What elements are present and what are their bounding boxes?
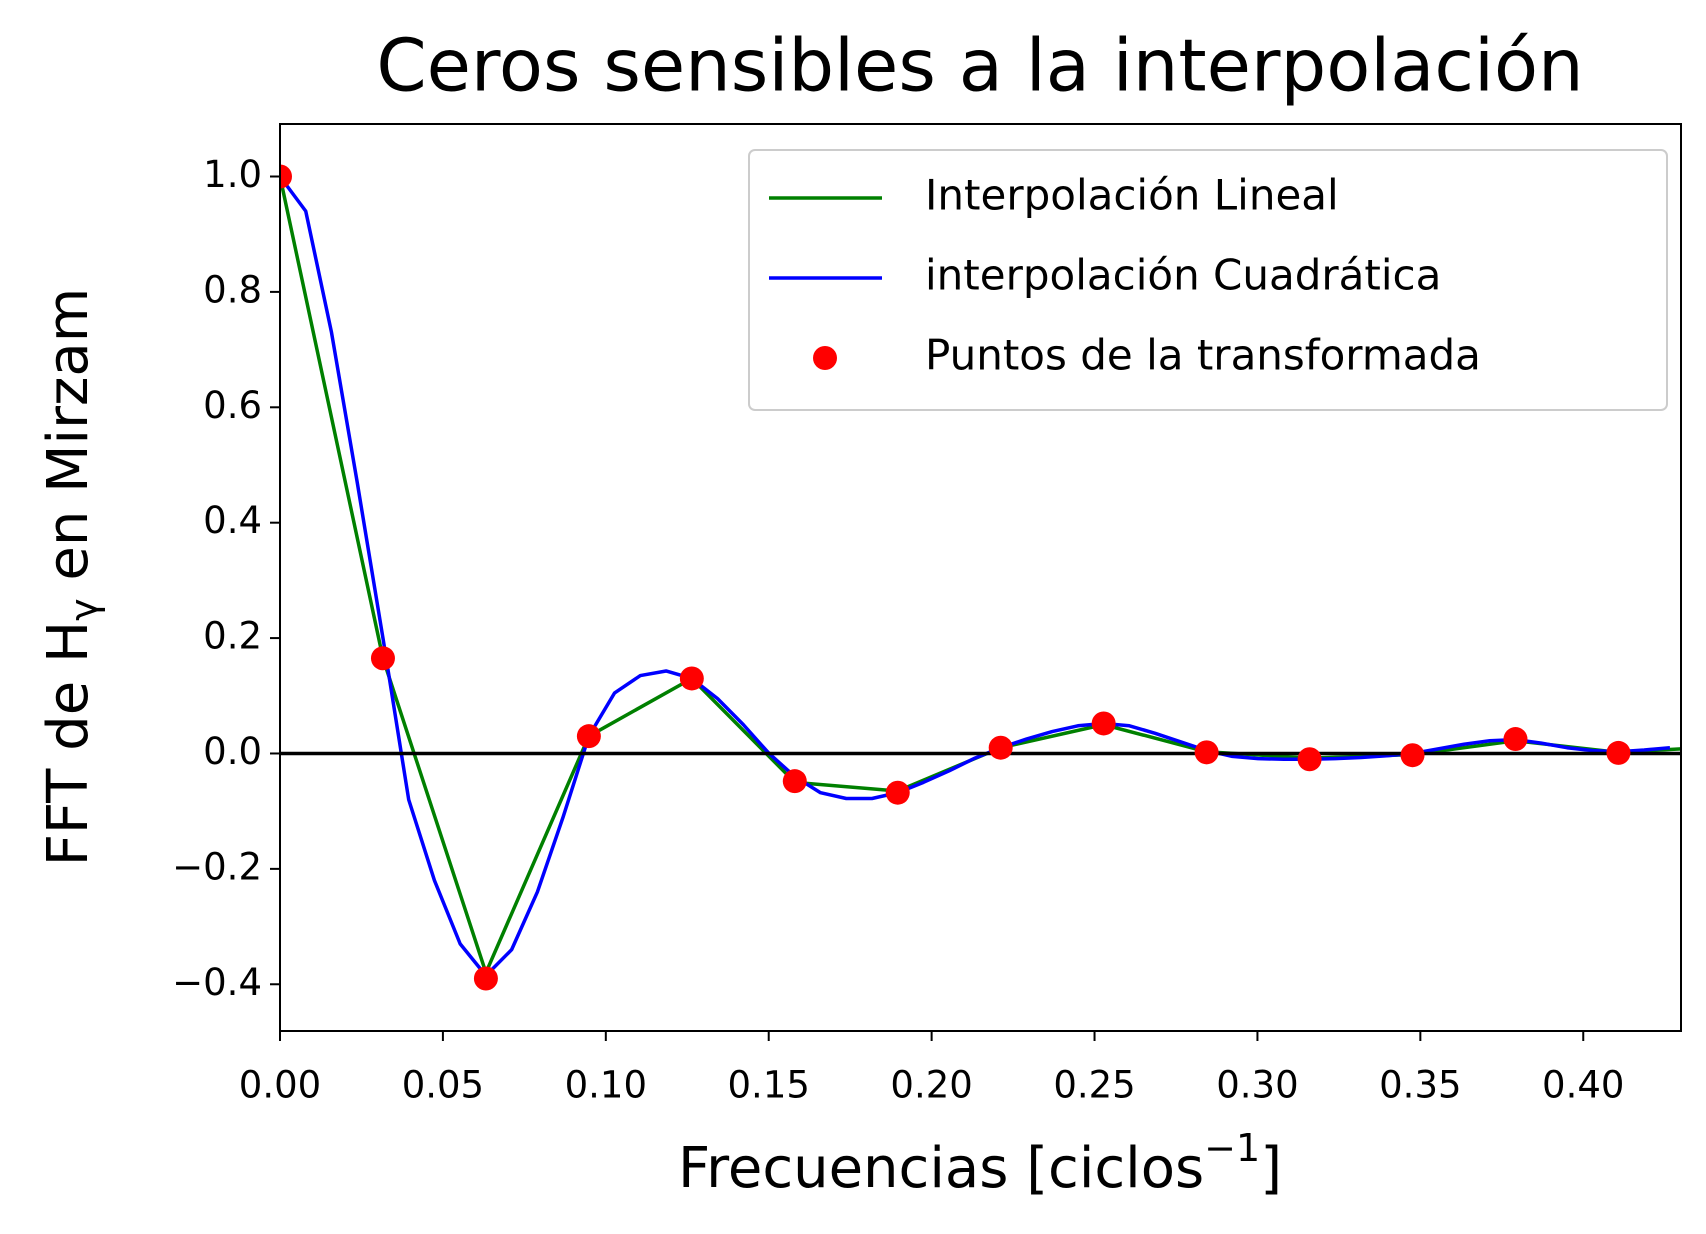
y-label-text: FFT de H — [36, 621, 101, 866]
data-point — [1194, 740, 1219, 765]
legend-label: interpolación Cuadrática — [925, 251, 1441, 300]
data-point — [1091, 711, 1116, 736]
legend: Interpolación Lineal interpolación Cuadrá… — [748, 149, 1668, 411]
data-point — [679, 666, 704, 691]
x-tick-label: 0.10 — [565, 1064, 647, 1107]
y-label-subscript: γ — [62, 598, 106, 621]
data-point — [885, 780, 910, 805]
y-tick-label: 0.0 — [203, 730, 262, 773]
x-tick-label: 0.25 — [1053, 1064, 1135, 1107]
y-label-text: en Mirzam — [36, 288, 101, 599]
x-tick-label: 0.40 — [1542, 1064, 1624, 1107]
data-point — [280, 164, 292, 189]
data-point — [576, 724, 601, 749]
x-axis-label: Frecuencias [ciclos−1] — [678, 1126, 1282, 1202]
x-tick-label: 0.30 — [1216, 1064, 1298, 1107]
legend-marker — [813, 346, 837, 370]
x-tick-label: 0.00 — [239, 1064, 321, 1107]
data-point — [1400, 743, 1425, 768]
chart-title: Ceros sensibles a la interpolación — [376, 24, 1583, 108]
data-point — [1606, 740, 1631, 765]
data-point — [370, 646, 395, 671]
data-line — [280, 175, 1671, 978]
x-tick-label: 0.05 — [402, 1064, 484, 1107]
data-point — [473, 966, 498, 991]
x-tick-label: 0.15 — [728, 1064, 810, 1107]
data-point — [1503, 727, 1528, 752]
x-label-superscript: −1 — [1204, 1126, 1260, 1170]
plot-area — [280, 164, 1681, 991]
legend-label: Interpolación Lineal — [925, 171, 1339, 220]
y-tick-label: 0.8 — [203, 268, 262, 311]
x-tick-label: 0.35 — [1379, 1064, 1461, 1107]
y-tick-label: 0.2 — [203, 615, 262, 658]
axes-frame — [279, 123, 1682, 1032]
data-point — [782, 769, 807, 794]
y-tick-label: 0.6 — [203, 384, 262, 427]
y-axis-label: FFT de Hγ en Mirzam — [36, 288, 105, 867]
y-tick-label: 0.4 — [203, 499, 262, 542]
legend-box — [748, 149, 1668, 411]
data-point — [988, 735, 1013, 760]
x-label-text: ] — [1260, 1136, 1282, 1201]
legend-label: Puntos de la transformada — [925, 331, 1481, 380]
data-point — [1297, 747, 1322, 772]
y-tick-label: −0.2 — [172, 845, 262, 888]
axes: 0.00 0.05 0.10 0.15 0.20 0.25 0.30 0.35 0.40 −0.4… — [172, 153, 1624, 1106]
x-tick-label: 0.20 — [890, 1064, 972, 1107]
x-label-text: Frecuencias [ciclos — [678, 1136, 1204, 1201]
y-tick-label: 1.0 — [203, 153, 262, 196]
y-tick-label: −0.4 — [172, 961, 262, 1004]
